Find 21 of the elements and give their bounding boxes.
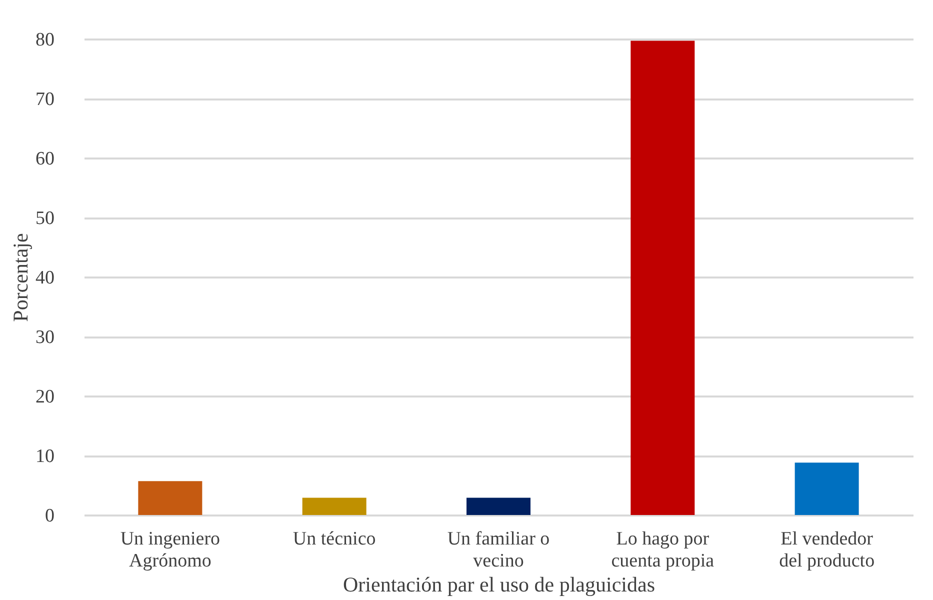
y-tick-label: 60 bbox=[36, 148, 54, 170]
y-tick-label: 70 bbox=[36, 89, 54, 110]
x-axis-title: Orientación par el uso de plaguicidas bbox=[343, 572, 655, 596]
bar bbox=[630, 40, 695, 515]
y-tick-label: 0 bbox=[45, 506, 54, 526]
y-tick-label: 40 bbox=[36, 268, 54, 288]
x-tick-label: Un ingeniero Agrónomo bbox=[120, 528, 220, 572]
y-tick-label: 10 bbox=[36, 446, 54, 467]
x-tick-label: Un familiar o vecino bbox=[447, 528, 550, 572]
y-axis-title: Porcentaje bbox=[8, 233, 32, 322]
y-tick-label: 50 bbox=[36, 208, 54, 229]
y-tick-label: 80 bbox=[36, 30, 54, 50]
bar bbox=[466, 498, 530, 515]
y-tick-label: 30 bbox=[36, 327, 54, 348]
bar bbox=[302, 498, 366, 515]
y-tick-label: 20 bbox=[36, 386, 54, 408]
bar bbox=[794, 462, 859, 515]
x-tick-label: Lo hago por cuenta propia bbox=[611, 528, 715, 572]
bar bbox=[138, 481, 202, 515]
x-tick-label: El vendedor del producto bbox=[779, 528, 875, 572]
x-tick-label: Un técnico bbox=[292, 528, 376, 550]
